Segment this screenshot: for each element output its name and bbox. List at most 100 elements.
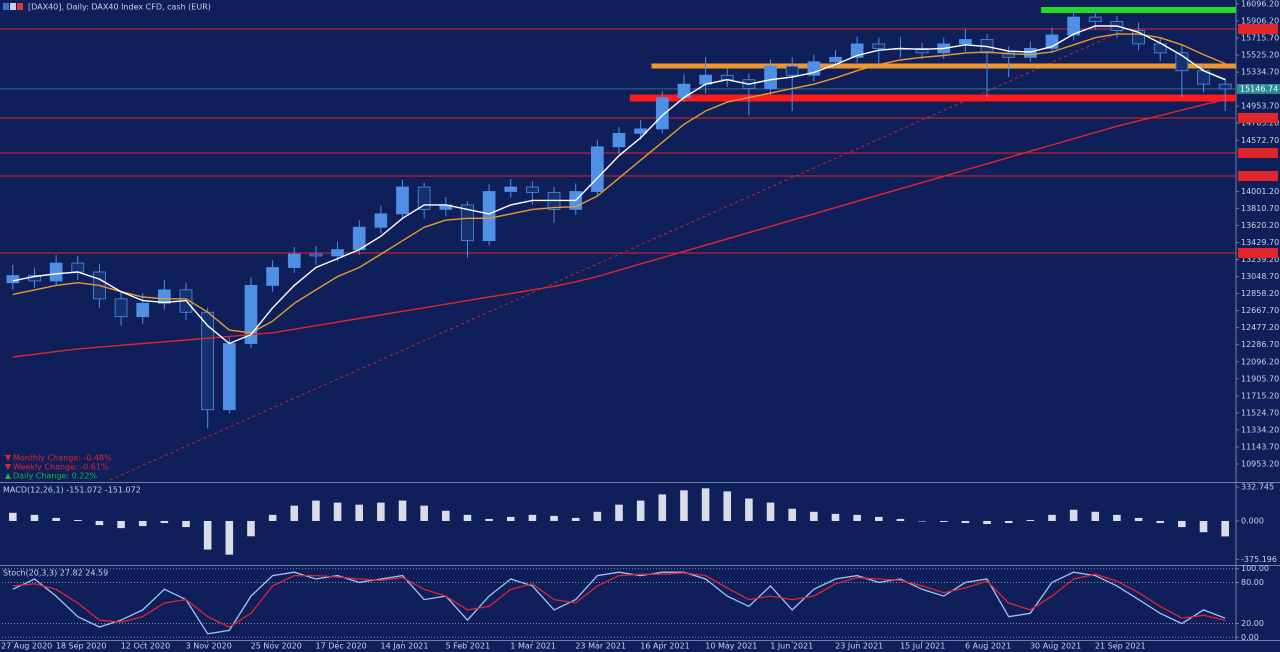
candle-body	[49, 262, 63, 282]
candle-body	[612, 132, 626, 148]
macd-bar	[506, 516, 515, 521]
x-tick-label: 25 Nov 2020	[251, 642, 302, 651]
macd-bar	[939, 520, 948, 523]
symbol-icon	[10, 3, 16, 10]
candle-body	[655, 97, 669, 130]
macd-bar	[1091, 511, 1100, 521]
macd-bar	[875, 516, 883, 521]
y-tick-label: 13048.70	[1241, 272, 1279, 281]
macd-bar	[225, 520, 234, 555]
y-tick-label: -375.196	[1241, 555, 1277, 564]
candle-body	[915, 47, 929, 54]
macd-bar	[853, 514, 861, 521]
candle-body	[396, 186, 409, 215]
macd-bar	[117, 520, 125, 529]
symbol-icon	[3, 3, 9, 10]
x-tick-label: 10 May 2021	[705, 642, 757, 651]
macd-bar	[333, 502, 342, 521]
candle-body	[1088, 16, 1102, 22]
candle-body	[266, 267, 279, 286]
macd-bar	[52, 517, 60, 521]
candle-body	[829, 56, 842, 63]
macd-bar	[1134, 517, 1143, 521]
candle-body	[287, 253, 301, 268]
y-tick-label: 14572.70	[1241, 136, 1279, 145]
level-tag	[1238, 148, 1278, 159]
y-tick-label: 14001.20	[1241, 187, 1279, 196]
change-annotation: Weekly Change: -0.61%	[13, 463, 109, 472]
macd-bar	[247, 520, 255, 537]
candle-body	[1002, 52, 1016, 58]
macd-bar	[658, 494, 667, 521]
y-tick-label: 11143.70	[1241, 442, 1279, 451]
x-tick-label: 1 Jun 2021	[770, 642, 813, 651]
change-arrow	[5, 455, 11, 461]
panel-title: Stoch(20,3,3) 27.82 24.59	[3, 569, 108, 578]
y-tick-label: 0.00	[1241, 633, 1259, 642]
macd-bar	[918, 520, 926, 522]
y-tick-label: 15525.20	[1241, 51, 1279, 60]
x-tick-label: 27 Aug 2020	[1, 642, 52, 651]
candle-body	[417, 186, 431, 210]
macd-bar	[1199, 520, 1208, 533]
macd-bar	[528, 514, 537, 521]
change-annotation: Daily Change: 0.22%	[13, 472, 97, 481]
change-arrow	[5, 464, 11, 470]
level-tag	[1238, 248, 1278, 259]
candle-body	[222, 343, 236, 411]
macd-bar	[680, 490, 688, 521]
macd-bar	[788, 508, 796, 521]
candle-body	[1023, 47, 1037, 58]
y-tick-label: 12858.20	[1241, 289, 1279, 298]
macd-bar	[160, 520, 169, 524]
x-tick-label: 18 Sep 2020	[56, 642, 107, 651]
y-tick-label: 12096.20	[1241, 357, 1279, 366]
candle-body	[158, 289, 171, 304]
macd-bar	[30, 514, 39, 521]
trend-line	[109, 29, 1126, 481]
y-tick-label: 332.745	[1241, 483, 1274, 492]
stoch-line	[12, 571, 1226, 635]
candle-body	[136, 302, 150, 318]
y-tick-label: 13620.20	[1241, 221, 1279, 230]
y-tick-label: 15334.70	[1241, 68, 1279, 77]
macd-bar	[138, 520, 147, 527]
y-tick-label: 20.00	[1241, 619, 1264, 628]
macd-bar	[442, 510, 450, 521]
candle-body	[374, 213, 388, 228]
macd-bar	[1156, 520, 1165, 524]
candle-body	[872, 43, 886, 49]
macd-bar	[636, 500, 645, 521]
macd-bar	[290, 505, 299, 521]
macd-bar	[983, 520, 991, 525]
last-price-label: 15146.74	[1240, 84, 1278, 93]
y-tick-label: 12286.70	[1241, 340, 1279, 349]
macd-bar	[593, 511, 602, 521]
candle-body	[590, 146, 604, 192]
candle-body	[1218, 83, 1232, 90]
x-tick-label: 1 Mar 2021	[510, 642, 556, 651]
x-tick-label: 23 Jun 2021	[835, 642, 883, 651]
candle-body	[1067, 16, 1080, 36]
macd-bar	[485, 518, 493, 521]
candle-body	[1132, 30, 1145, 45]
macd-bar	[831, 513, 840, 521]
x-tick-label: 6 Aug 2021	[965, 642, 1011, 651]
macd-bar	[420, 505, 428, 521]
candle-body	[201, 311, 215, 411]
level-tag	[1238, 23, 1278, 34]
y-tick-label: 12667.70	[1241, 306, 1279, 315]
candle-body	[526, 186, 539, 193]
macd-bar	[73, 519, 82, 521]
candle-body	[764, 65, 777, 90]
macd-bar	[745, 498, 753, 521]
macd-bar	[312, 500, 320, 521]
candle-body	[482, 191, 496, 242]
macd-bar	[896, 518, 905, 521]
y-tick-label: 15906.20	[1241, 17, 1279, 26]
macd-bar	[9, 512, 17, 521]
chart-title: [DAX40], Daily: DAX40 Index CFD, cash (E…	[28, 3, 211, 12]
x-tick-label: 23 Mar 2021	[575, 642, 626, 651]
macd-bar	[615, 504, 623, 521]
